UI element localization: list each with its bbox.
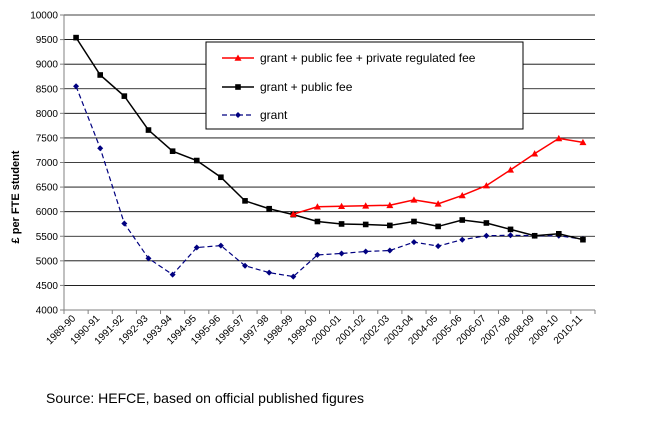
legend: grant + public fee + private regulated f… — [205, 41, 524, 130]
data-point — [435, 223, 441, 230]
data-point — [483, 232, 490, 239]
data-point — [266, 205, 272, 212]
data-point — [97, 72, 104, 78]
data-point — [555, 230, 562, 237]
legend-marker — [235, 112, 241, 118]
data-point — [459, 217, 466, 223]
data-point — [435, 243, 442, 250]
data-point — [314, 251, 321, 258]
data-point — [362, 248, 369, 255]
data-point — [218, 174, 224, 181]
data-point — [482, 182, 490, 189]
data-point — [289, 210, 297, 217]
data-point — [483, 220, 490, 226]
data-point — [121, 220, 128, 227]
data-point — [242, 198, 248, 204]
data-point — [386, 201, 394, 209]
y-tick-label: 5500 — [36, 232, 59, 243]
data-point — [145, 255, 152, 262]
y-axis-label: £ per FTE student — [10, 150, 22, 243]
data-point — [145, 127, 152, 133]
data-point — [579, 138, 587, 146]
data-point — [290, 273, 297, 280]
y-tick-label: 7000 — [36, 158, 59, 169]
data-point — [411, 218, 417, 225]
series-line — [75, 86, 584, 278]
data-point — [362, 221, 369, 228]
data-point — [266, 269, 273, 276]
data-point — [458, 191, 466, 199]
data-point — [387, 222, 393, 229]
data-point — [338, 202, 346, 210]
series-grant-public-fee — [73, 34, 586, 243]
y-tick-label: 6000 — [36, 207, 59, 218]
y-tick-label: 9000 — [36, 60, 59, 71]
data-point — [580, 236, 586, 243]
data-point — [338, 221, 345, 227]
y-tick-label: 4500 — [36, 281, 59, 292]
data-point — [338, 250, 345, 257]
axes — [60, 14, 596, 314]
source-note: Source: HEFCE, based on official publish… — [46, 390, 365, 406]
y-tick-label: 5000 — [36, 256, 59, 267]
data-point — [410, 239, 417, 246]
data-point — [410, 196, 418, 203]
legend-label: grant + public fee — [260, 80, 353, 94]
data-point — [242, 262, 249, 269]
data-point — [169, 271, 176, 278]
legend-box — [205, 41, 524, 130]
y-tick-label: 10000 — [30, 11, 58, 22]
legend-label: grant + public fee + private regulated f… — [260, 51, 476, 65]
data-point — [507, 232, 514, 239]
data-point — [386, 247, 393, 254]
data-point — [73, 83, 80, 90]
data-point — [193, 157, 200, 164]
y-tick-labels: 4000 4500 5000 5500 6000 6500 7000 7500 8000 8500… — [30, 11, 58, 317]
legend-entry: grant — [222, 108, 288, 122]
legend-marker — [235, 84, 241, 90]
data-point — [314, 218, 321, 225]
y-tick-label: 6500 — [36, 183, 59, 194]
data-point — [507, 226, 514, 233]
y-tick-label: 8500 — [36, 84, 59, 95]
data-point — [217, 242, 224, 249]
data-point — [73, 34, 79, 41]
legend-marker — [234, 54, 242, 61]
x-tick-labels: 1989-901990-911991-921992-931993-941994-… — [44, 313, 585, 347]
series-grant-public-fee-private-regulated-fee — [289, 134, 587, 217]
y-tick-label: 9500 — [36, 35, 59, 46]
y-tick-label: 7500 — [36, 133, 59, 144]
legend-entry: grant + public fee — [222, 80, 353, 94]
data-point — [507, 166, 515, 173]
data-point — [459, 236, 466, 243]
series-lines — [73, 34, 587, 280]
legend-label: grant — [260, 108, 288, 122]
y-tick-label: 4000 — [36, 306, 59, 317]
data-point — [531, 150, 539, 157]
y-tick-label: 8000 — [36, 109, 59, 120]
data-point — [313, 203, 321, 210]
data-point — [362, 202, 370, 209]
data-point — [169, 148, 176, 154]
data-point — [121, 93, 128, 99]
legend-entry: grant + public fee + private regulated f… — [222, 51, 476, 65]
data-point — [97, 145, 104, 152]
data-point — [434, 200, 442, 207]
data-point — [555, 134, 563, 142]
data-point — [193, 244, 200, 251]
data-point — [531, 232, 538, 239]
series-line — [75, 37, 584, 241]
